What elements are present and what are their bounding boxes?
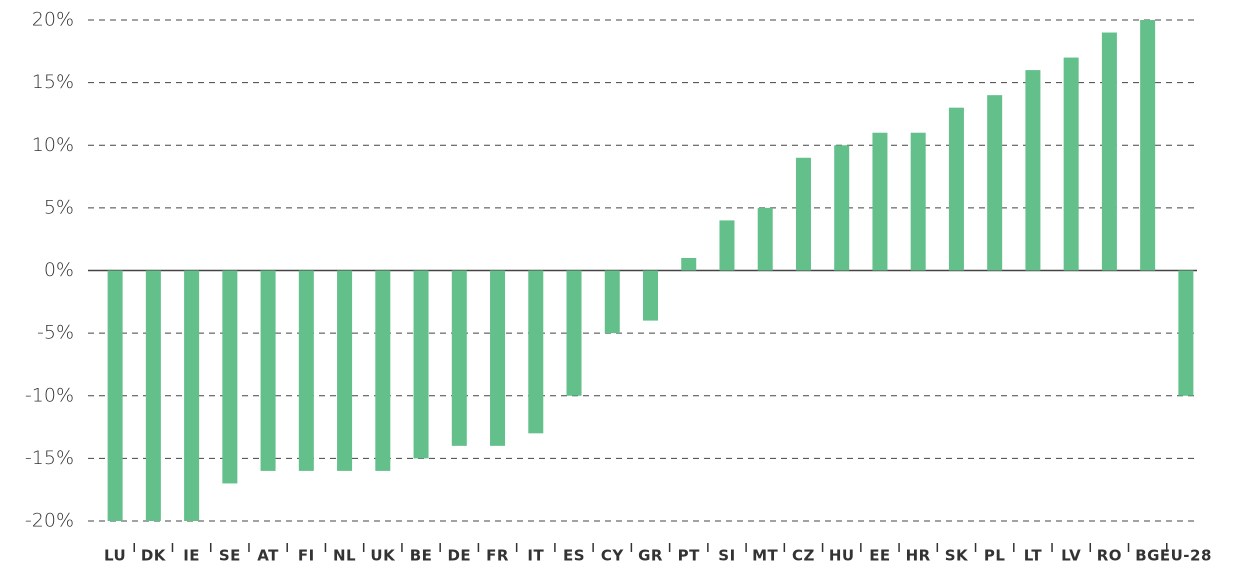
- x-tick-label: EU-28: [1160, 547, 1212, 565]
- x-tick-label: FR: [486, 547, 509, 565]
- y-tick-label: 0%: [44, 259, 74, 281]
- bar: [604, 270, 620, 334]
- x-tick-label: HU: [829, 547, 855, 565]
- bar: [1025, 70, 1041, 271]
- x-tick-label: IT: [527, 547, 544, 565]
- x-tick-label: PL: [984, 547, 1006, 565]
- bar: [222, 270, 238, 484]
- x-tick-label: BE: [410, 547, 433, 565]
- bar: [490, 270, 506, 446]
- x-tick-label: NL: [333, 547, 356, 565]
- x-tick-label: DE: [447, 547, 471, 565]
- x-tick-label: SK: [945, 547, 969, 565]
- bar: [107, 270, 123, 521]
- x-tick-label: MT: [752, 547, 778, 565]
- x-tick-label: LV: [1061, 547, 1081, 565]
- x-tick-label: FI: [298, 547, 315, 565]
- bar: [834, 145, 850, 271]
- x-tick-label: BG: [1135, 547, 1160, 565]
- bar: [910, 132, 926, 271]
- bar: [1178, 270, 1194, 396]
- bar: [528, 270, 544, 434]
- x-tick-label: LT: [1024, 547, 1043, 565]
- bar: [681, 257, 697, 271]
- bar: [337, 270, 353, 471]
- bar: [719, 220, 735, 271]
- bar: [1140, 20, 1156, 271]
- y-tick-label: -10%: [25, 384, 74, 406]
- x-tick-label: RO: [1097, 547, 1122, 565]
- y-tick-label: 5%: [44, 196, 74, 218]
- y-tick-label: -20%: [25, 510, 74, 532]
- x-tick-label: HR: [906, 547, 931, 565]
- y-tick-label: 20%: [32, 9, 74, 31]
- bar: [948, 107, 964, 271]
- x-tick-label: SI: [718, 547, 735, 565]
- x-tick-label: LU: [104, 547, 126, 565]
- bar: [260, 270, 276, 471]
- bar: [566, 270, 582, 396]
- x-tick-label: SE: [219, 547, 241, 565]
- bar: [1101, 32, 1117, 271]
- bar: [145, 270, 161, 521]
- x-tick-label: ES: [563, 547, 585, 565]
- y-tick-label: 10%: [32, 134, 74, 156]
- y-tick-label: -15%: [25, 447, 74, 469]
- bar: [987, 95, 1003, 271]
- x-tick-label: EE: [869, 547, 891, 565]
- x-tick-label: CZ: [792, 547, 815, 565]
- bar: [1063, 57, 1079, 271]
- x-tick-label: GR: [638, 547, 663, 565]
- x-tick-label: PT: [678, 547, 700, 565]
- bar: [451, 270, 467, 446]
- x-tick-label: AT: [257, 547, 279, 565]
- x-tick-label: CY: [601, 547, 625, 565]
- bar: [375, 270, 391, 471]
- bar: [184, 270, 200, 521]
- y-tick-label: 15%: [32, 71, 74, 93]
- bar: [298, 270, 314, 471]
- x-tick-label: UK: [370, 547, 396, 565]
- bar: [757, 207, 773, 271]
- x-tick-label: DK: [141, 547, 167, 565]
- x-tick-label: IE: [183, 547, 200, 565]
- bar: [643, 270, 658, 321]
- bar: [872, 132, 888, 271]
- y-tick-label: -5%: [37, 322, 74, 344]
- bar: [413, 270, 429, 459]
- bar: [795, 157, 811, 271]
